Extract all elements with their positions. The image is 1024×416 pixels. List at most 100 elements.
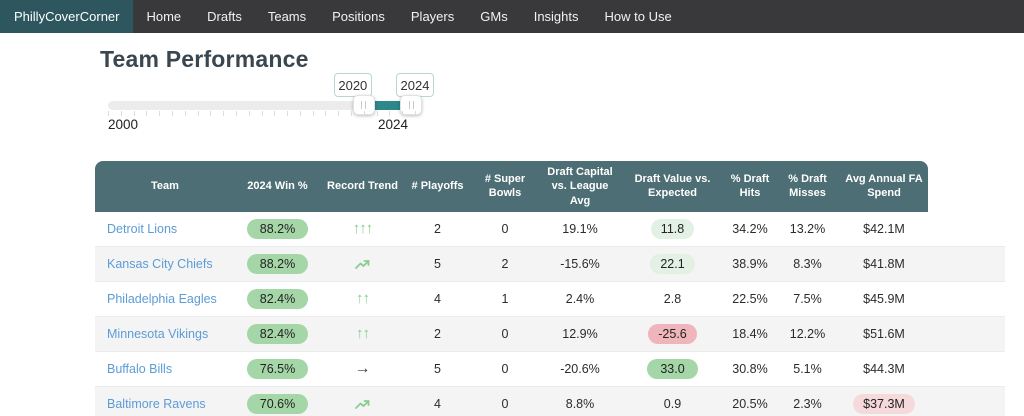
page-title: Team Performance [100,46,309,72]
trending-up-icon [354,400,369,410]
win-pct-cell: 70.6% [235,393,320,414]
draft-value-badge: 33.0 [647,358,698,379]
draft-hits-cell: 20.5% [732,396,768,411]
draft-misses-cell: 7.5% [793,291,822,306]
draft-misses-cell: 2.3% [793,396,822,411]
win-pct-badge: 88.2% [246,253,309,274]
slider-tick [376,111,378,116]
double-up-arrow-icon: ↑↑ [356,325,370,343]
nav-item-players[interactable]: Players [410,9,455,24]
slider-tick [415,111,416,116]
super-bowls-cell: 0 [501,361,509,376]
draft-hits-cell: 22.5% [732,291,768,306]
top-nav: PhillyCoverCorner Home Drafts Teams Posi… [0,0,1024,33]
draft-value-badge: 11.8 [650,218,695,239]
record-trend-cell: → [320,360,405,378]
fa-spend-cell: $44.3M [863,361,905,376]
slider-tick [312,111,314,116]
draft-value-cell: 0.9 [663,396,682,411]
col-header-win-pct: 2024 Win % [247,180,308,193]
draft-hits-cell: 38.9% [732,256,768,271]
nav-item-gms[interactable]: GMs [480,9,508,24]
draft-capital-cell: -20.6% [560,361,600,376]
win-pct-badge: 88.2% [246,218,309,239]
draft-misses-cell: 12.2% [789,326,826,341]
slider-range-fill [363,101,415,110]
draft-capital-cell: -15.6% [560,256,600,271]
nav-item-drafts[interactable]: Drafts [207,9,242,24]
team-cell: Kansas City Chiefs [95,257,235,271]
slider-tick [402,111,404,116]
table-row: Buffalo Bills 76.5% → 5 0 -20.6% 33.0 30.8% 5.1%… [95,351,1005,387]
team-link[interactable]: Kansas City Chiefs [107,256,213,271]
col-header-draft-hits: % Draft Hits [730,173,770,200]
fa-spend-cell: $45.9M [863,291,905,306]
slider-tick [389,111,391,116]
nav-item-how-to-use[interactable]: How to Use [604,9,672,24]
slider-tick [325,111,327,116]
draft-misses-cell: 5.1% [793,361,822,376]
triple-up-arrow-icon: ↑↑↑ [352,220,373,238]
nav-item-insights[interactable]: Insights [533,9,579,24]
draft-value-cell: 33.0 [620,358,725,379]
playoffs-cell: 2 [434,326,441,341]
performance-table: Team 2024 Win % Record Trend # Playoffs … [95,161,1005,416]
team-link[interactable]: Detroit Lions [107,221,178,236]
win-pct-badge: 70.6% [246,393,309,414]
draft-capital-cell: 2.4% [565,291,595,306]
draft-capital-cell: 8.8% [565,396,595,411]
table-row: Detroit Lions 88.2% ↑↑↑ 2 0 19.1% 11.8 34.2% 13.… [95,211,1005,247]
trending-up-icon [354,260,369,270]
team-cell: Buffalo Bills [95,362,235,376]
draft-value-badge: 22.1 [650,253,695,274]
slider-max-label: 2024 [378,117,409,132]
slider-tick [108,111,109,116]
playoffs-cell: 5 [434,256,441,271]
fa-spend-badge: $37.3M [853,393,915,414]
slider-tick [146,111,148,116]
draft-value-cell: 2.8 [663,291,682,306]
slider-tick [235,111,237,116]
team-link[interactable]: Buffalo Bills [107,361,173,376]
col-header-fa-spend: Avg Annual FA Spend [845,173,923,200]
col-header-record-trend: Record Trend [327,180,398,193]
col-header-team: Team [151,180,179,193]
team-cell: Philadelphia Eagles [95,292,235,306]
slider-tick [338,111,340,116]
handle-grip-icon [408,101,414,109]
draft-hits-cell: 18.4% [732,326,768,341]
fa-spend-cell: $41.8M [863,256,905,271]
team-cell: Detroit Lions [95,222,235,236]
col-header-draft-value: Draft Value vs. Expected [634,173,711,200]
slider-tick [197,111,199,116]
brand-logo[interactable]: PhillyCoverCorner [0,0,134,33]
record-trend-cell [320,397,405,412]
team-link[interactable]: Minnesota Vikings [107,326,209,341]
nav-item-positions[interactable]: Positions [332,9,385,24]
win-pct-badge: 82.4% [246,288,309,309]
slider-upper-handle[interactable] [400,95,422,115]
nav-item-home[interactable]: Home [146,9,182,24]
slider-track[interactable] [108,101,415,110]
win-pct-badge: 82.4% [246,323,309,344]
slider-tick [133,111,135,116]
team-cell: Baltimore Ravens [95,397,235,411]
col-header-playoffs: # Playoffs [411,180,464,193]
win-pct-cell: 82.4% [235,288,320,309]
super-bowls-cell: 2 [501,256,509,271]
slider-lower-value-box[interactable]: 2020 [333,73,372,97]
double-up-arrow-icon: ↑↑ [356,290,370,308]
super-bowls-cell: 0 [501,396,509,411]
draft-misses-cell: 8.3% [793,256,822,271]
nav-menu: Home Drafts Teams Positions Players GMs … [133,0,684,33]
playoffs-cell: 4 [434,396,441,411]
draft-value-cell: 22.1 [620,253,725,274]
nav-item-teams[interactable]: Teams [267,9,307,24]
slider-upper-value-box[interactable]: 2024 [396,73,434,97]
right-arrow-icon: → [354,359,371,377]
draft-value-cell: -25.6 [620,323,725,344]
year-range-slider: 2020 2024 2000 2024 [108,73,434,137]
fa-spend-cell: $51.6M [863,326,905,341]
team-link[interactable]: Baltimore Ravens [107,396,206,411]
team-link[interactable]: Philadelphia Eagles [107,291,217,306]
